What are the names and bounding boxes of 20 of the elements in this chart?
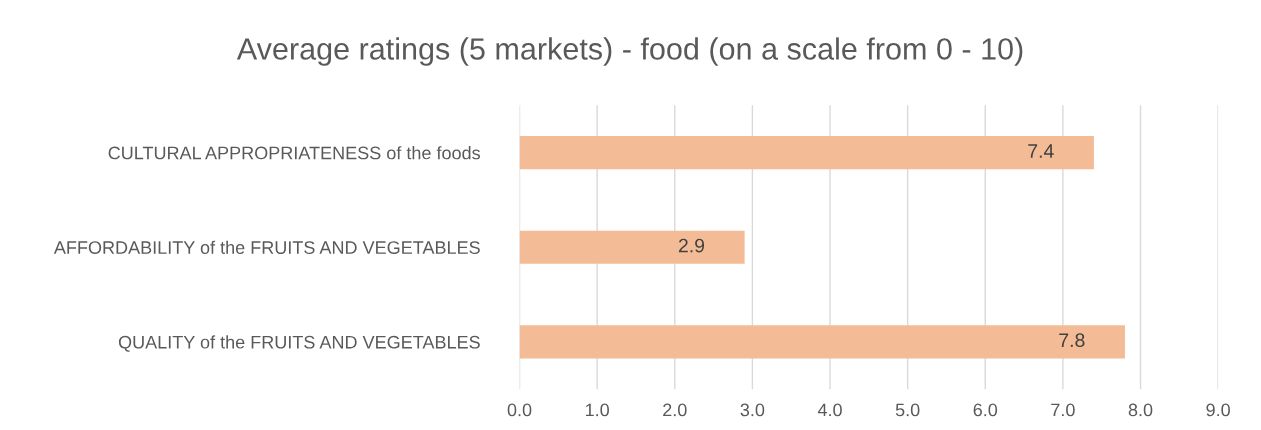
x-tick-label: 1.0 [585, 403, 609, 417]
x-tick-label: 4.0 [817, 403, 842, 417]
chart-title: Average ratings (5 markets) - food (on a scale from 0 - 10) [236, 37, 1023, 66]
x-tick-label: 0.0 [507, 403, 532, 417]
data-label: 2.9 [678, 238, 705, 253]
x-tick-label: 5.0 [895, 403, 920, 417]
y-tick-label: QUALITY of the FRUITS AND VEGETABLES [118, 335, 480, 352]
bar [519, 136, 1094, 170]
bar [519, 230, 745, 264]
x-tick-label: 3.0 [740, 403, 765, 417]
data-label: 7.8 [1059, 333, 1085, 348]
x-tick-label: 8.0 [1128, 403, 1153, 417]
data-label: 7.4 [1028, 144, 1054, 158]
x-tick-label: 6.0 [973, 403, 998, 417]
bar [519, 325, 1125, 359]
y-tick-label: CULTURAL APPROPRIATENESS of the foods [108, 146, 480, 160]
x-tick-label: 7.0 [1051, 403, 1075, 417]
y-tick-label: AFFORDABILITY of the FRUITS AND VEGETABLES [53, 240, 480, 254]
x-tick-label: 2.0 [663, 403, 687, 417]
x-tick-label: 9.0 [1206, 403, 1230, 417]
